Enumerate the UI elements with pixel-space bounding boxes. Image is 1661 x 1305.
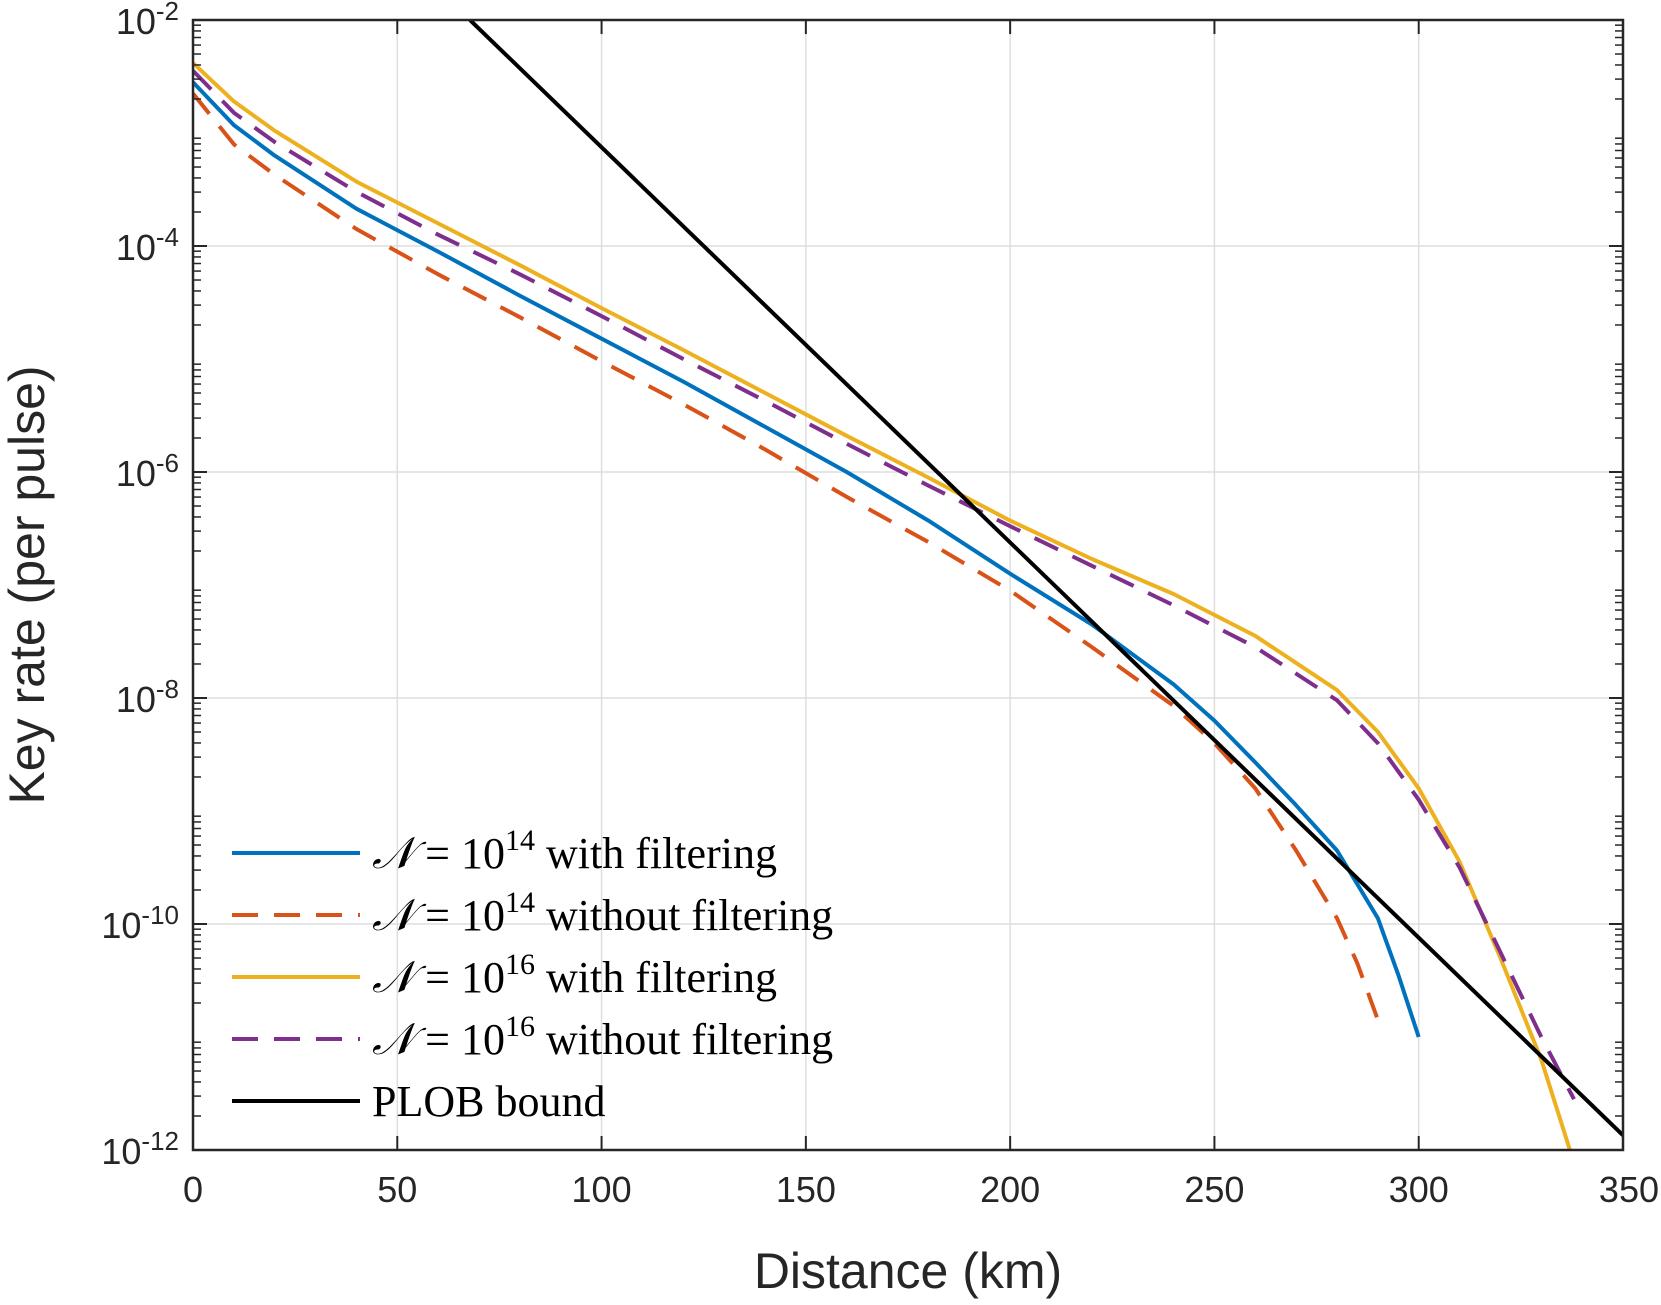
x-tick-label: 350 [1599, 1169, 1659, 1210]
y-tick-labels: 10-2 10-4 10-6 10-8 10-10 10-12 [101, 0, 179, 1172]
legend-label: PLOB bound [372, 1077, 605, 1126]
legend-label: 𝒩 = 1016 without filtering [372, 1010, 833, 1064]
x-tick-label: 100 [572, 1169, 632, 1210]
y-tick-label: 10-2 [116, 0, 179, 42]
legend-label: 𝒩 = 1016 with filtering [372, 948, 777, 1002]
x-tick-label: 0 [183, 1169, 203, 1210]
x-tick-labels: 0 50 100 150 200 250 300 350 [183, 1169, 1659, 1210]
x-tick-label: 150 [776, 1169, 836, 1210]
y-axis-title: Key rate (per pulse) [0, 365, 55, 804]
x-axis-title: Distance (km) [754, 1243, 1062, 1299]
x-tick-label: 250 [1184, 1169, 1244, 1210]
legend-label: 𝒩 = 1014 with filtering [372, 824, 777, 878]
y-tick-label: 10-12 [101, 1126, 179, 1172]
series-line-4 [468, 20, 1623, 1137]
legend-label: 𝒩 = 1014 without filtering [372, 886, 833, 940]
plot-frame [191, 18, 1625, 1152]
x-tick-label: 200 [980, 1169, 1040, 1210]
x-tick-label: 300 [1389, 1169, 1449, 1210]
x-tick-label: 50 [377, 1169, 417, 1210]
series-lines [193, 20, 1623, 1150]
y-tick-label: 10-6 [116, 448, 179, 494]
series-line-3 [193, 69, 1576, 1101]
y-tick-label: 10-10 [101, 900, 179, 946]
y-tick-label: 10-4 [116, 222, 179, 268]
y-tick-label: 10-8 [116, 674, 179, 720]
axis-ticks [192, 19, 1624, 1151]
series-line-1 [193, 92, 1380, 1021]
legend: 𝒩 = 1014 with filtering 𝒩 = 1014 without … [232, 824, 833, 1126]
series-line-0 [193, 80, 1421, 1038]
series-line-2 [193, 61, 1572, 1150]
